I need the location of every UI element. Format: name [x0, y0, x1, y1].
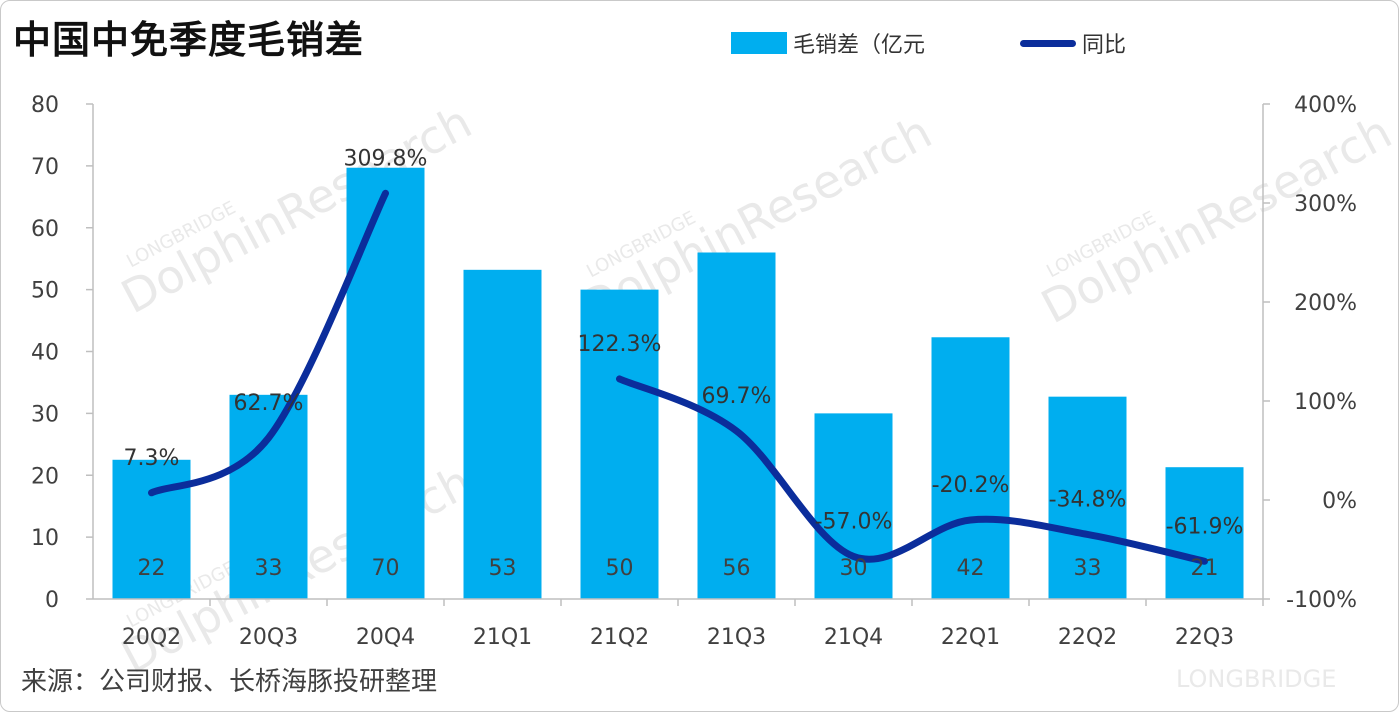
bar — [814, 413, 893, 599]
y-left-tick: 20 — [31, 464, 59, 489]
x-tick: 21Q2 — [590, 625, 649, 650]
bar — [346, 167, 425, 599]
y-left-tick: 80 — [31, 93, 59, 118]
bar-value-label: 30 — [840, 556, 868, 581]
x-tick: 21Q4 — [824, 625, 883, 650]
yoy-value-label: 309.8% — [344, 146, 428, 171]
y-right-tick: 200% — [1294, 291, 1357, 316]
axes-layer: 0 10 20 30 40 50 60 70 80 -100% 0% 100% 200% 300% 400%… — [31, 93, 1357, 650]
y-right-tick: -100% — [1286, 588, 1357, 613]
yoy-value-label: -61.9% — [1166, 514, 1244, 539]
bar — [229, 394, 308, 599]
legend-line-label: 同比 — [1082, 33, 1127, 58]
y-left-tick: 30 — [31, 402, 59, 427]
y-right-tick: 0% — [1322, 489, 1357, 514]
yoy-line — [616, 375, 1208, 565]
corner-watermark: LONGBRIDGE — [1176, 665, 1336, 693]
y-left-tick: 50 — [31, 279, 59, 304]
yoy-value-label: 69.7% — [702, 384, 772, 409]
bar — [463, 269, 542, 599]
bar-value-label: 56 — [723, 556, 751, 581]
x-tick: 20Q2 — [122, 625, 181, 650]
bar-value-label: 33 — [255, 556, 283, 581]
x-tick: 22Q1 — [941, 625, 1000, 650]
x-tick: 20Q3 — [239, 625, 298, 650]
legend-bar-label: 毛销差（亿元 — [793, 33, 926, 58]
yoy-line — [148, 189, 389, 497]
y-left-tick: 10 — [31, 526, 59, 551]
bar — [697, 252, 776, 599]
y-left-tick: 0 — [45, 588, 59, 613]
x-tick: 22Q3 — [1175, 625, 1234, 650]
x-tick: 22Q2 — [1058, 625, 1117, 650]
yoy-value-label: -20.2% — [932, 473, 1010, 498]
y-right-tick: 100% — [1294, 390, 1357, 415]
bar-value-label: 21 — [1191, 556, 1219, 581]
bar-value-label: 42 — [957, 556, 985, 581]
bar-value-label: 50 — [606, 556, 634, 581]
bar-value-label: 22 — [138, 556, 166, 581]
legend-item-bar: 毛销差（亿元 — [731, 27, 925, 59]
bar-value-label: 33 — [1074, 556, 1102, 581]
svg-text:DolphinResearch: DolphinResearch — [113, 94, 481, 324]
bars-layer — [112, 167, 1244, 599]
x-tick: 21Q1 — [473, 625, 532, 650]
legend-item-line: 同比 — [1020, 27, 1126, 59]
yoy-value-label: 62.7% — [234, 391, 304, 416]
y-left-tick: 70 — [31, 155, 59, 180]
y-right-tick: 400% — [1294, 93, 1357, 118]
y-right-tick: 300% — [1294, 192, 1357, 217]
x-tick: 21Q3 — [707, 625, 766, 650]
legend: 毛销差（亿元 同比 — [731, 27, 1221, 59]
yoy-value-label: 122.3% — [578, 332, 662, 357]
source-note: 来源：公司财报、长桥海豚投研整理 — [21, 667, 438, 697]
x-tick: 20Q4 — [356, 625, 415, 650]
bar — [1048, 396, 1127, 599]
labels-layer: 22 33 70 53 50 56 30 42 33 21 7.3% 62.7% 309.8% 122.3… — [124, 146, 1244, 581]
y-left-tick: 40 — [31, 341, 59, 366]
yoy-value-label: -57.0% — [815, 509, 893, 534]
bar-value-label: 70 — [372, 556, 400, 581]
line-layer — [148, 189, 1208, 565]
bar — [931, 337, 1010, 599]
legend-bar-swatch — [731, 32, 787, 54]
yoy-value-label: 7.3% — [124, 446, 180, 471]
bar — [580, 289, 659, 599]
yoy-value-label: -34.8% — [1049, 487, 1127, 512]
y-left-tick: 60 — [31, 217, 59, 242]
chart-title: 中国中免季度毛销差 — [13, 18, 365, 62]
legend-line-swatch — [1020, 39, 1077, 47]
bar-value-label: 53 — [489, 556, 517, 581]
bar — [1165, 467, 1244, 599]
